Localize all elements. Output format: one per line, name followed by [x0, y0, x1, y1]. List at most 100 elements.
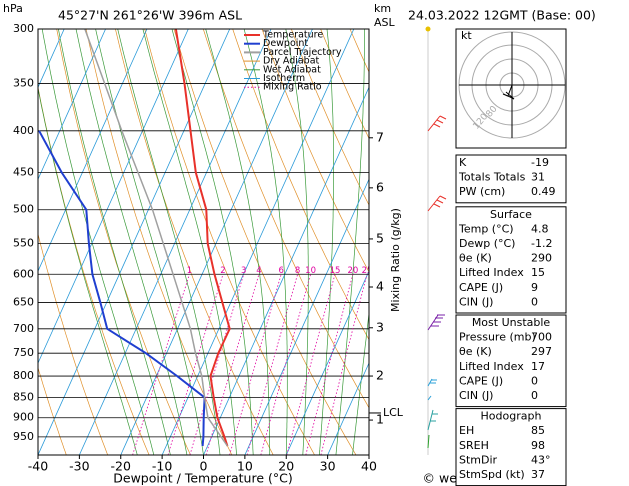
row-value: 85 [531, 424, 545, 437]
row-value: 0 [531, 389, 538, 402]
isotherm [38, 29, 106, 181]
barb [427, 115, 447, 132]
km-tick-label: 5 [376, 230, 384, 245]
row-value: 31 [531, 171, 545, 184]
wet-adiabat [41, 29, 155, 455]
row-label: CIN (J) [459, 295, 493, 308]
legend-label: Dry Adiabat [263, 56, 320, 67]
row-label: Temp (°C) [458, 222, 514, 235]
y-tick-label: 400 [13, 124, 34, 137]
row-value: 290 [531, 252, 552, 265]
legend-label: Dewpoint [263, 38, 308, 49]
isotherm [120, 29, 313, 455]
row-label: SREH [459, 439, 489, 452]
x-tick-label: 40 [361, 459, 377, 474]
y-tick-label: 350 [13, 77, 34, 90]
mixing-ratio-label: 3 [241, 266, 246, 276]
mixing-ratio-line [167, 274, 224, 455]
legend-label: Wet Adiabat [263, 64, 321, 75]
mixing-ratio-line [286, 274, 336, 455]
barb-marker [425, 26, 431, 32]
mixing-ratio-label: 1 [187, 266, 192, 276]
y-tick-label: 800 [13, 369, 34, 382]
row-label: StmDir [459, 453, 498, 466]
dry-adiabat [232, 29, 369, 341]
legend-label: Parcel Trajectory [263, 47, 342, 58]
wet-adiabat [38, 86, 138, 455]
row-label: Dewp (°C) [459, 237, 515, 250]
mixing-ratio-line [189, 274, 245, 455]
y2-axis-title: Mixing Ratio (g/kg) [389, 208, 402, 312]
barb [427, 378, 437, 387]
dry-adiabat [290, 29, 369, 206]
km-tick-label: 7 [376, 129, 384, 144]
y-tick-label: 700 [13, 322, 34, 335]
km-tick-label: 3 [376, 319, 384, 334]
y-tick-label: 600 [13, 267, 34, 280]
legend-label: Isotherm [263, 73, 305, 84]
section-title: Hodograph [481, 410, 542, 423]
row-label: θe (K) [459, 252, 492, 265]
y-tick-label: 650 [13, 296, 34, 309]
row-value: 43° [531, 453, 551, 466]
section-title: Most Unstable [472, 316, 551, 329]
title-right: 24.03.2022 12GMT (Base: 00) [408, 8, 596, 23]
wet-adiabat [58, 29, 171, 455]
row-value: 15 [531, 266, 545, 279]
table-box [455, 154, 567, 204]
wind-barbs [425, 26, 447, 455]
row-value: 0 [531, 295, 538, 308]
wet-adiabat [352, 310, 369, 455]
x-tick-label: -40 [28, 459, 48, 474]
y-tick-label: 950 [13, 430, 34, 443]
plot-area: 1 2 3 4 6 8 10 15 20 25 [38, 29, 629, 455]
table-box [455, 408, 567, 486]
mixing-ratio-label: 2 [220, 266, 225, 276]
row-value: 37 [531, 468, 545, 481]
row-label: Totals Totals [458, 171, 526, 184]
y-tick-label: 900 [13, 411, 34, 424]
y-tick-label: 300 [13, 22, 34, 35]
isotherm [327, 362, 369, 455]
row-value: 17 [531, 360, 545, 373]
y-tick-label: 550 [13, 236, 34, 249]
hodograph-unit: kt [461, 29, 472, 42]
mixing-ratio-line [132, 274, 190, 455]
dry-adiabat [614, 29, 629, 455]
row-label: CIN (J) [459, 389, 493, 402]
profile-line [174, 29, 231, 447]
y-tick-label: 500 [13, 203, 34, 216]
lcl-label: LCL [383, 406, 404, 419]
row-label: Lifted Index [459, 360, 524, 373]
isotherm [244, 178, 369, 455]
barb [427, 409, 438, 431]
dry-adiabat [38, 366, 67, 455]
row-value: 297 [531, 345, 552, 358]
km-label: ASL [374, 16, 396, 29]
isotherm [161, 29, 355, 455]
profile-line [84, 29, 229, 447]
x-tick-label: 0 [200, 459, 208, 474]
row-value: 0 [531, 374, 538, 387]
barb [427, 395, 432, 401]
indices-table: K -19 Totals Totals 31 PW (cm) 0.49 SurfaceTem… [455, 154, 567, 486]
mixing-ratio-line [205, 274, 260, 455]
isotherm [285, 270, 369, 455]
mixing-ratio-label: 4 [256, 266, 261, 276]
wet-adiabat [285, 29, 309, 455]
row-label: θe (K) [459, 345, 492, 358]
mixing-ratio-label: 15 [330, 266, 341, 276]
legend-label: Temperature [262, 30, 323, 41]
row-label: Pressure (mb) [459, 331, 536, 344]
x-tick-label: -10 [152, 459, 172, 474]
y-unit-label: hPa [3, 2, 23, 15]
profile-line [38, 130, 206, 447]
row-label: K [459, 156, 467, 169]
mixing-ratio-label: 10 [305, 266, 316, 276]
mixing-ratio-label: 6 [278, 266, 283, 276]
x-tick-label: 30 [320, 459, 336, 474]
isotherm [38, 29, 189, 365]
wet-adiabat [318, 29, 334, 455]
